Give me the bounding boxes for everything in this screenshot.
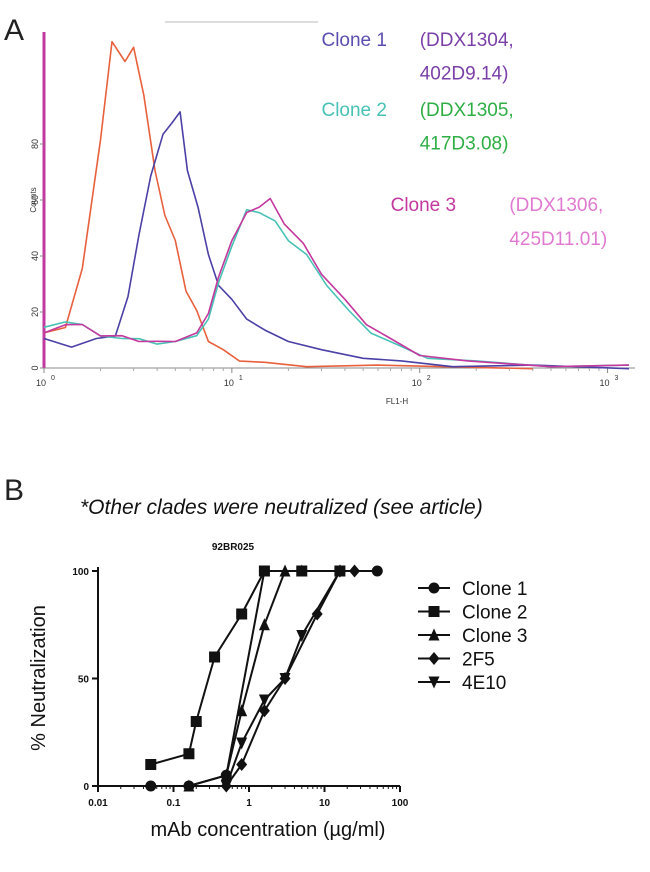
- neutralization-point-clone-2: [258, 565, 270, 577]
- neutralization-point-clone-3: [236, 704, 248, 717]
- histogram-y-tick-label: 0: [30, 365, 40, 370]
- histogram-annotation-4: Clone 2: [321, 100, 387, 121]
- neutralization-point-4e10: [279, 673, 291, 685]
- neutralization-x-axis-label: mAb concentration (µg/ml): [151, 819, 386, 841]
- histogram-annotation-5: (DDX1305,: [420, 100, 514, 121]
- neutralization-point-4e10: [296, 630, 308, 642]
- histogram-series-line-3: [43, 208, 630, 368]
- neutralization-point-clone-1: [371, 565, 383, 577]
- histogram-x-tick-exponent: 2: [427, 375, 431, 382]
- neutralization-y-tick-label: 0: [83, 782, 89, 793]
- neutralization-series-group: [145, 564, 383, 793]
- neutralization-point-2f5: [236, 758, 248, 771]
- neutralization-y-tick-label: 50: [78, 675, 90, 686]
- histogram-y-tick-label: 60: [30, 195, 40, 205]
- neutralization-x-tick-label: 100: [392, 798, 409, 809]
- neutralization-point-clone-3: [296, 564, 308, 577]
- histogram-x-tick-exponent: 1: [239, 375, 243, 382]
- legend-label-clone-2: Clone 2: [462, 603, 528, 624]
- histogram-x-tick-exponent: 3: [615, 375, 619, 382]
- histogram-annotation-2: (DDX1304,: [420, 30, 514, 51]
- legend-label-4e10: 4E10: [462, 673, 506, 694]
- neutralization-point-clone-2: [190, 716, 202, 727]
- histogram-y-axis-label: Counts: [29, 187, 38, 212]
- neutralization-x-tick-label: 0.1: [167, 798, 181, 809]
- neutralization-point-2f5: [258, 704, 270, 718]
- legend-label-2f5: 2F5: [462, 650, 495, 671]
- histogram-x-tick-exponent: 0: [51, 375, 55, 382]
- histogram-annotations: Clone 1 (DDX1304, 402D9.14) Clone 2 (DDX1305…: [321, 30, 607, 250]
- histogram-y-tick-label: 20: [30, 307, 40, 317]
- neutralization-x-tick-label: 10: [319, 798, 331, 809]
- histogram-x-tick-label: 10: [412, 378, 422, 388]
- neutralization-x-tick-label: 1: [246, 798, 252, 809]
- neutralization-point-4e10: [236, 737, 248, 750]
- neutralization-point-clone-2: [209, 651, 221, 663]
- histogram-annotation-7: Clone 3: [391, 195, 457, 216]
- histogram-series-line-2: [43, 111, 630, 370]
- legend-marker-2f5: [428, 652, 440, 665]
- histogram-x-tick-label: 10: [224, 378, 234, 388]
- legend-label-clone-1: Clone 1: [462, 579, 528, 600]
- neutralization-point-clone-2: [183, 748, 195, 760]
- neutralization-axes: 0 50 100 0.01 0.1 1 10 100: [72, 567, 409, 809]
- legend-marker-clone-2: [428, 606, 440, 617]
- neutralization-point-2f5: [311, 607, 323, 621]
- neutralization-y-tick-label: 100: [72, 567, 89, 578]
- neutralization-y-axis-label: % Neutralization: [28, 605, 50, 751]
- histogram-annotation-9: 425D11.01): [509, 229, 607, 250]
- neutralization-point-4e10: [258, 694, 270, 707]
- panel-a-letter: A: [4, 14, 24, 47]
- histogram-series-group: [43, 40, 630, 370]
- histogram-x-tick-label: 10: [600, 378, 610, 388]
- neutralization-point-clone-3: [258, 618, 270, 631]
- histogram-y-tick-label: 80: [30, 139, 40, 149]
- panel-b-note: *Other clades were neutralized (see arti…: [80, 496, 483, 519]
- histogram-annotation-6: 417D3.08): [420, 134, 509, 155]
- neutralization-point-clone-3: [183, 779, 195, 792]
- histogram-annotation-3: 402D9.14): [420, 64, 509, 85]
- histogram-series-line-1: [43, 40, 533, 370]
- histogram-series-line-4: [43, 197, 630, 368]
- histogram-annotation-1: Clone 1: [321, 30, 387, 51]
- neutralization-point-clone-3: [279, 564, 291, 577]
- neutralization-point-4e10: [220, 780, 232, 793]
- neutralization-point-4e10: [334, 565, 346, 578]
- legend-label-clone-3: Clone 3: [462, 626, 528, 647]
- neutralization-line-4e10: [225, 570, 341, 787]
- neutralization-x-tick-label: 0.01: [88, 798, 108, 809]
- histogram-annotation-8: (DDX1306,: [509, 195, 603, 216]
- legend-marker-4e10: [428, 676, 440, 689]
- legend-marker-clone-1: [428, 582, 440, 594]
- histogram-y-tick-label: 40: [30, 251, 40, 261]
- panel-b-letter: B: [4, 474, 24, 507]
- histogram-x-tick-label: 10: [36, 378, 46, 388]
- neutralization-panel-b: B *Other clades were neutralized (see ar…: [4, 474, 528, 841]
- neutralization-point-2f5: [349, 564, 361, 578]
- panel-b-title: 92BR025: [212, 542, 255, 553]
- neutralization-point-clone-2: [145, 759, 157, 770]
- histogram-x-axis-label: FL1-H: [386, 397, 408, 406]
- neutralization-point-clone-1: [145, 780, 157, 792]
- legend-marker-clone-3: [428, 628, 440, 641]
- neutralization-point-clone-2: [236, 608, 248, 620]
